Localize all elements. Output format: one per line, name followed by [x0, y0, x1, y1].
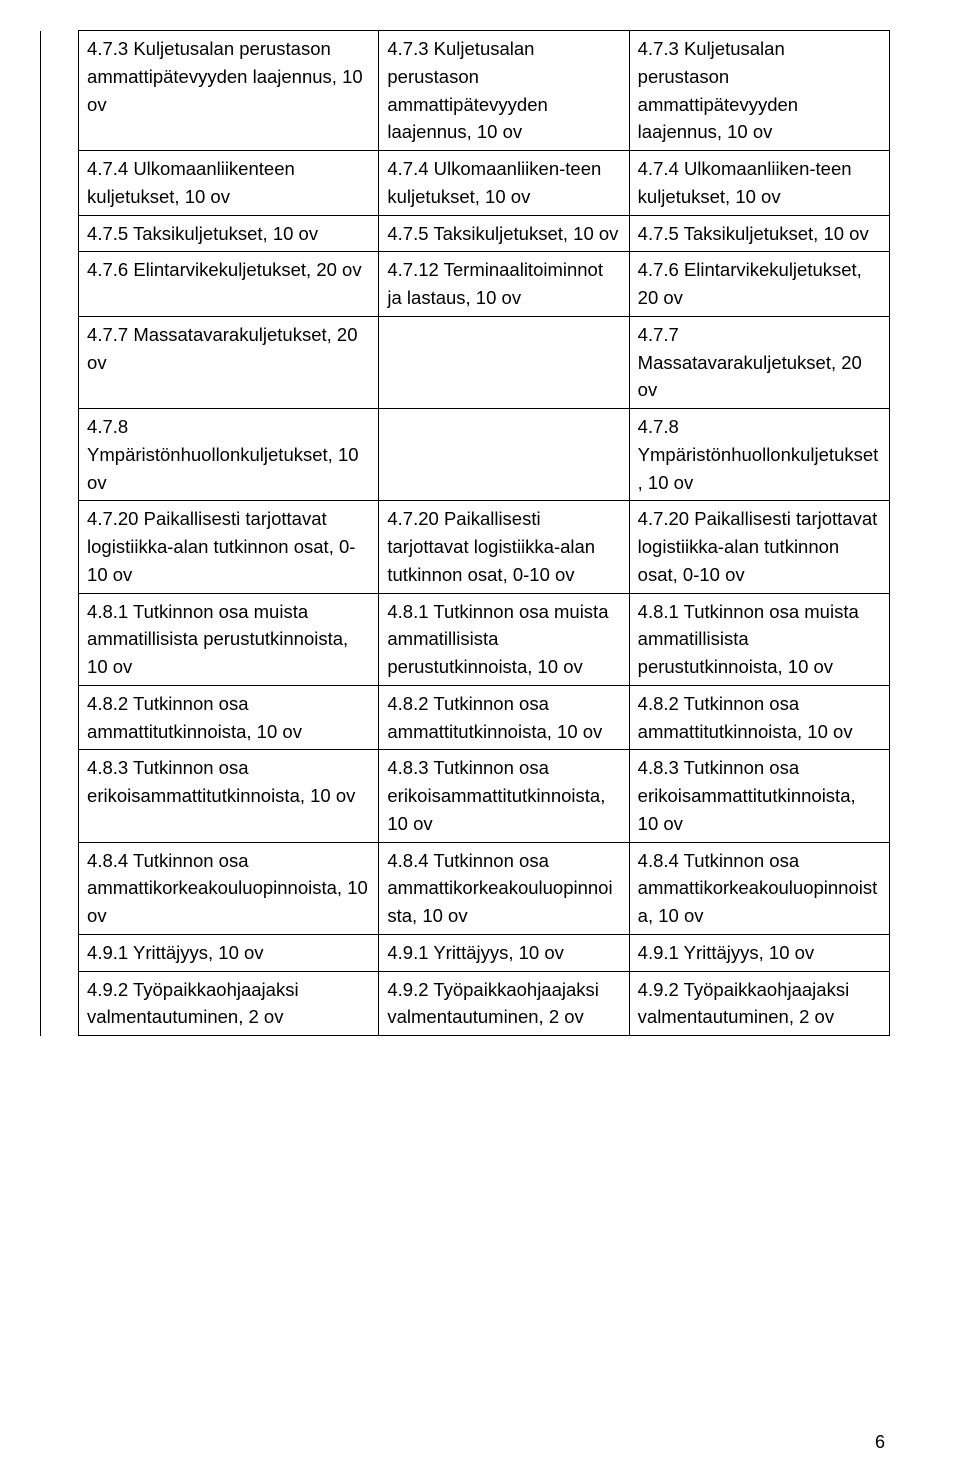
table-row: 4.9.1 Yrittäjyys, 10 ov 4.9.1 Yrittäjyys…: [41, 934, 890, 971]
cell: 4.7.5 Taksikuljetukset, 10 ov: [629, 215, 889, 252]
cell: 4.7.7 Massatavarakuljetukset, 20 ov: [629, 316, 889, 408]
cell: 4.7.4 Ulkomaanliikenteen kuljetukset, 10…: [79, 151, 379, 216]
cell: 4.7.3 Kuljetusalan perustason ammattipät…: [79, 31, 379, 151]
table-row: 4.7.5 Taksikuljetukset, 10 ov 4.7.5 Taks…: [41, 215, 890, 252]
table-row: 4.7.7 Massatavarakuljetukset, 20 ov 4.7.…: [41, 316, 890, 408]
gutter-cell: [41, 842, 79, 971]
table-row: 4.7.6 Elintarvikekuljetukset, 20 ov 4.7.…: [41, 252, 890, 317]
cell: 4.8.1 Tutkinnon osa muista ammatillisist…: [379, 593, 629, 685]
cell: 4.7.8 Ympäristönhuollonkuljetukset, 10 o…: [629, 409, 889, 501]
gutter-cell: [41, 31, 79, 216]
cell: 4.9.2 Työpaikkaohjaajaksi valmentautumin…: [379, 971, 629, 1036]
cell: 4.9.1 Yrittäjyys, 10 ov: [79, 934, 379, 971]
cell: 4.7.6 Elintarvikekuljetukset, 20 ov: [79, 252, 379, 317]
cell: [379, 409, 629, 501]
cell: 4.7.5 Taksikuljetukset, 10 ov: [379, 215, 629, 252]
cell: 4.7.3 Kuljetusalan perustason ammattipät…: [379, 31, 629, 151]
cell: 4.9.2 Työpaikkaohjaajaksi valmentautumin…: [629, 971, 889, 1036]
gutter-cell: [41, 750, 79, 842]
cell: 4.8.4 Tutkinnon osa ammattikorkeakouluop…: [379, 842, 629, 934]
cell: 4.9.1 Yrittäjyys, 10 ov: [379, 934, 629, 971]
cell: 4.8.3 Tutkinnon osa erikoisammattitutkin…: [379, 750, 629, 842]
cell: 4.8.2 Tutkinnon osa ammattitutkinnoista,…: [629, 685, 889, 750]
cell: 4.9.1 Yrittäjyys, 10 ov: [629, 934, 889, 971]
cell: 4.9.2 Työpaikkaohjaajaksi valmentautumin…: [79, 971, 379, 1036]
cell: 4.8.1 Tutkinnon osa muista ammatillisist…: [79, 593, 379, 685]
cell: 4.8.3 Tutkinnon osa erikoisammattitutkin…: [629, 750, 889, 842]
gutter-cell: [41, 971, 79, 1036]
page: 4.7.3 Kuljetusalan perustason ammattipät…: [0, 0, 960, 1483]
cell: 4.7.8 Ympäristönhuollonkuljetukset, 10 o…: [79, 409, 379, 501]
table-row: 4.9.2 Työpaikkaohjaajaksi valmentautumin…: [41, 971, 890, 1036]
cell: 4.8.3 Tutkinnon osa erikoisammattitutkin…: [79, 750, 379, 842]
gutter-cell: [41, 252, 79, 750]
cell: 4.7.12 Terminaalitoiminnot ja lastaus, 1…: [379, 252, 629, 317]
table-row: 4.7.8 Ympäristönhuollonkuljetukset, 10 o…: [41, 409, 890, 501]
cell: 4.7.3 Kuljetusalan perustason ammattipät…: [629, 31, 889, 151]
table-row: 4.8.2 Tutkinnon osa ammattitutkinnoista,…: [41, 685, 890, 750]
table-row: 4.7.3 Kuljetusalan perustason ammattipät…: [41, 31, 890, 151]
cell: 4.7.4 Ulkomaanliiken-teen kuljetukset, 1…: [379, 151, 629, 216]
cell: 4.8.4 Tutkinnon osa ammattikorkeakouluop…: [629, 842, 889, 934]
cell: 4.7.4 Ulkomaanliiken-teen kuljetukset, 1…: [629, 151, 889, 216]
cell: 4.8.2 Tutkinnon osa ammattitutkinnoista,…: [379, 685, 629, 750]
cell: 4.8.1 Tutkinnon osa muista ammatillisist…: [629, 593, 889, 685]
cell: 4.7.6 Elintarvikekuljetukset, 20 ov: [629, 252, 889, 317]
cell: 4.7.20 Paikallisesti tarjottavat logisti…: [79, 501, 379, 593]
table-row: 4.7.4 Ulkomaanliikenteen kuljetukset, 10…: [41, 151, 890, 216]
table-row: 4.8.4 Tutkinnon osa ammattikorkeakouluop…: [41, 842, 890, 934]
cell: [379, 316, 629, 408]
cell: 4.7.7 Massatavarakuljetukset, 20 ov: [79, 316, 379, 408]
cell: 4.8.2 Tutkinnon osa ammattitutkinnoista,…: [79, 685, 379, 750]
page-number: 6: [875, 1432, 885, 1453]
cell: 4.8.4 Tutkinnon osa ammattikorkeakouluop…: [79, 842, 379, 934]
gutter-cell: [41, 215, 79, 252]
table-row: 4.8.1 Tutkinnon osa muista ammatillisist…: [41, 593, 890, 685]
curriculum-table: 4.7.3 Kuljetusalan perustason ammattipät…: [40, 30, 890, 1036]
cell: 4.7.20 Paikallisesti tarjottavat logisti…: [379, 501, 629, 593]
cell: 4.7.5 Taksikuljetukset, 10 ov: [79, 215, 379, 252]
table-row: 4.7.20 Paikallisesti tarjottavat logisti…: [41, 501, 890, 593]
cell: 4.7.20 Paikallisesti tarjottavat logisti…: [629, 501, 889, 593]
table-row: 4.8.3 Tutkinnon osa erikoisammattitutkin…: [41, 750, 890, 842]
